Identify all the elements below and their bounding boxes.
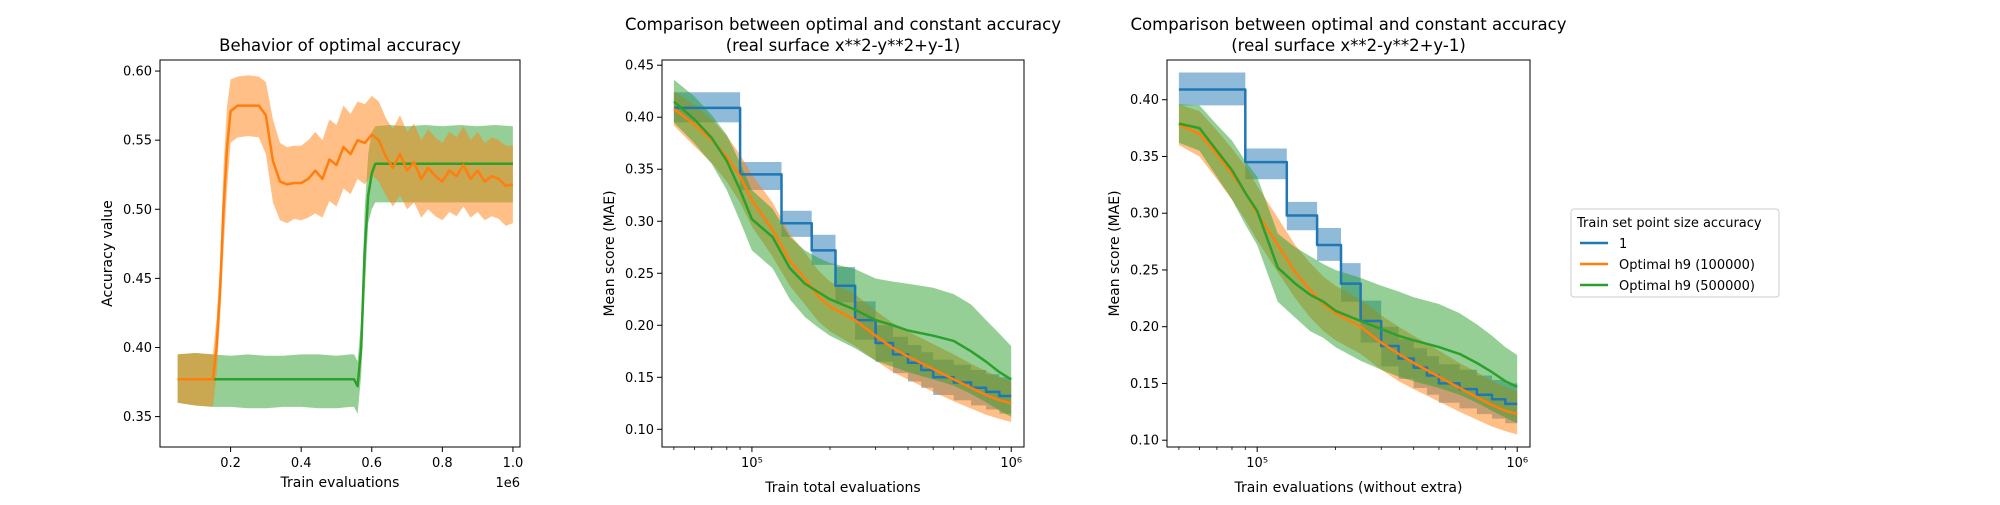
y-tick-label: 0.35 bbox=[625, 163, 654, 178]
y-axis-label: Accuracy value bbox=[100, 200, 116, 307]
legend: Train set point size accuracy 1 Optimal … bbox=[1570, 208, 1780, 298]
chart-subtitle: (real surface x**2-y**2+y-1) bbox=[726, 36, 961, 55]
y-axis-label: Mean score (MAE) bbox=[602, 190, 618, 316]
y-tick-label: 0.30 bbox=[625, 215, 654, 230]
band-green-3 bbox=[1178, 104, 1518, 424]
x-tick-label: 0.2 bbox=[220, 456, 241, 471]
series-line-orange-1 bbox=[177, 104, 514, 381]
plot-area-1 bbox=[177, 75, 514, 414]
x-axis-label: Train evaluations bbox=[280, 475, 400, 491]
chart-title: Comparison between optimal and constant … bbox=[625, 15, 1061, 34]
legend-title: Train set point size accuracy bbox=[1576, 216, 1762, 231]
y-tick-label: 0.25 bbox=[1130, 263, 1159, 278]
axes-frame-2 bbox=[661, 59, 1025, 448]
series-line-orange-2 bbox=[673, 107, 1012, 405]
legend-label-1: 1 bbox=[1619, 237, 1627, 252]
plot-area-2 bbox=[673, 79, 1012, 422]
y-tick-label: 0.45 bbox=[123, 272, 152, 287]
y-tick-label: 0.10 bbox=[1130, 434, 1159, 449]
y-tick-label: 0.35 bbox=[123, 410, 152, 425]
x-tick-label: 0.4 bbox=[291, 456, 312, 471]
y-tick-label: 0.30 bbox=[1130, 207, 1159, 222]
y-tick-label: 0.40 bbox=[625, 111, 654, 126]
y-tick-label: 0.15 bbox=[1130, 377, 1159, 392]
y-axis-label: Mean score (MAE) bbox=[1107, 190, 1123, 316]
axes-frame-1 bbox=[159, 59, 521, 448]
y-tick-label: 0.50 bbox=[123, 203, 152, 218]
y-tick-label: 0.55 bbox=[123, 134, 152, 149]
chart-2: 10⁵ 10⁶ 0.10 0.15 0.20 0.25 0.30 0.35 0.40 0.45 Co… bbox=[602, 15, 1061, 496]
x-tick-label: 10⁶ bbox=[1506, 456, 1528, 471]
y-tick-label: 0.20 bbox=[625, 319, 654, 334]
chart-subtitle: (real surface x**2-y**2+y-1) bbox=[1231, 36, 1466, 55]
axes-frame-3 bbox=[1166, 59, 1531, 448]
y-tick-label: 0.15 bbox=[625, 371, 654, 386]
y-tick-label: 0.45 bbox=[625, 59, 654, 74]
y-tick-label: 0.60 bbox=[123, 65, 152, 80]
legend-frame bbox=[1570, 208, 1780, 298]
legend-label-2: Optimal h9 (100000) bbox=[1619, 258, 1755, 273]
legend-label-3: Optimal h9 (500000) bbox=[1619, 279, 1755, 294]
chart-title: Comparison between optimal and constant … bbox=[1131, 15, 1567, 34]
x-tick-label: 10⁵ bbox=[1246, 456, 1268, 471]
band-orange-1 bbox=[177, 75, 513, 407]
x-tick-label: 0.6 bbox=[361, 456, 382, 471]
y-tick-label: 0.10 bbox=[625, 423, 654, 438]
band-green-2 bbox=[673, 79, 1012, 417]
y-tick-label: 0.35 bbox=[1130, 150, 1159, 165]
charts-container: 0.2 0.4 0.6 0.8 1.0 0.35 0.40 0.45 0.50 0.55 0.60 B… bbox=[100, 15, 1567, 496]
x-tick-label: 10⁶ bbox=[1000, 456, 1022, 471]
y-tick-label: 0.20 bbox=[1130, 320, 1159, 335]
x-axis-label: Train total evaluations bbox=[764, 480, 920, 496]
x-axis-label: Train evaluations (without extra) bbox=[1234, 480, 1463, 496]
band-blue-2 bbox=[673, 92, 1012, 414]
band-blue-3 bbox=[1178, 72, 1518, 424]
x-tick-label: 10⁵ bbox=[741, 456, 763, 471]
chart-3: 10⁵ 10⁶ 0.10 0.15 0.20 0.25 0.30 0.35 0.40 Compar… bbox=[1107, 15, 1567, 496]
x-tick-label: 1.0 bbox=[503, 456, 524, 471]
y-tick-label: 0.25 bbox=[625, 267, 654, 282]
chart-1: 0.2 0.4 0.6 0.8 1.0 0.35 0.40 0.45 0.50 0.55 0.60 B… bbox=[100, 36, 523, 491]
y-tick-label: 0.40 bbox=[1130, 93, 1159, 108]
series-line-green-2 bbox=[673, 100, 1012, 381]
y-tick-label: 0.40 bbox=[123, 341, 152, 356]
series-line-green-1 bbox=[177, 162, 513, 388]
plot-area-3 bbox=[1178, 72, 1518, 435]
chart-title: Behavior of optimal accuracy bbox=[219, 36, 461, 55]
series-line-green-3 bbox=[1178, 122, 1518, 389]
x-offset-text: 1e6 bbox=[495, 476, 520, 491]
x-tick-label: 0.8 bbox=[432, 456, 453, 471]
